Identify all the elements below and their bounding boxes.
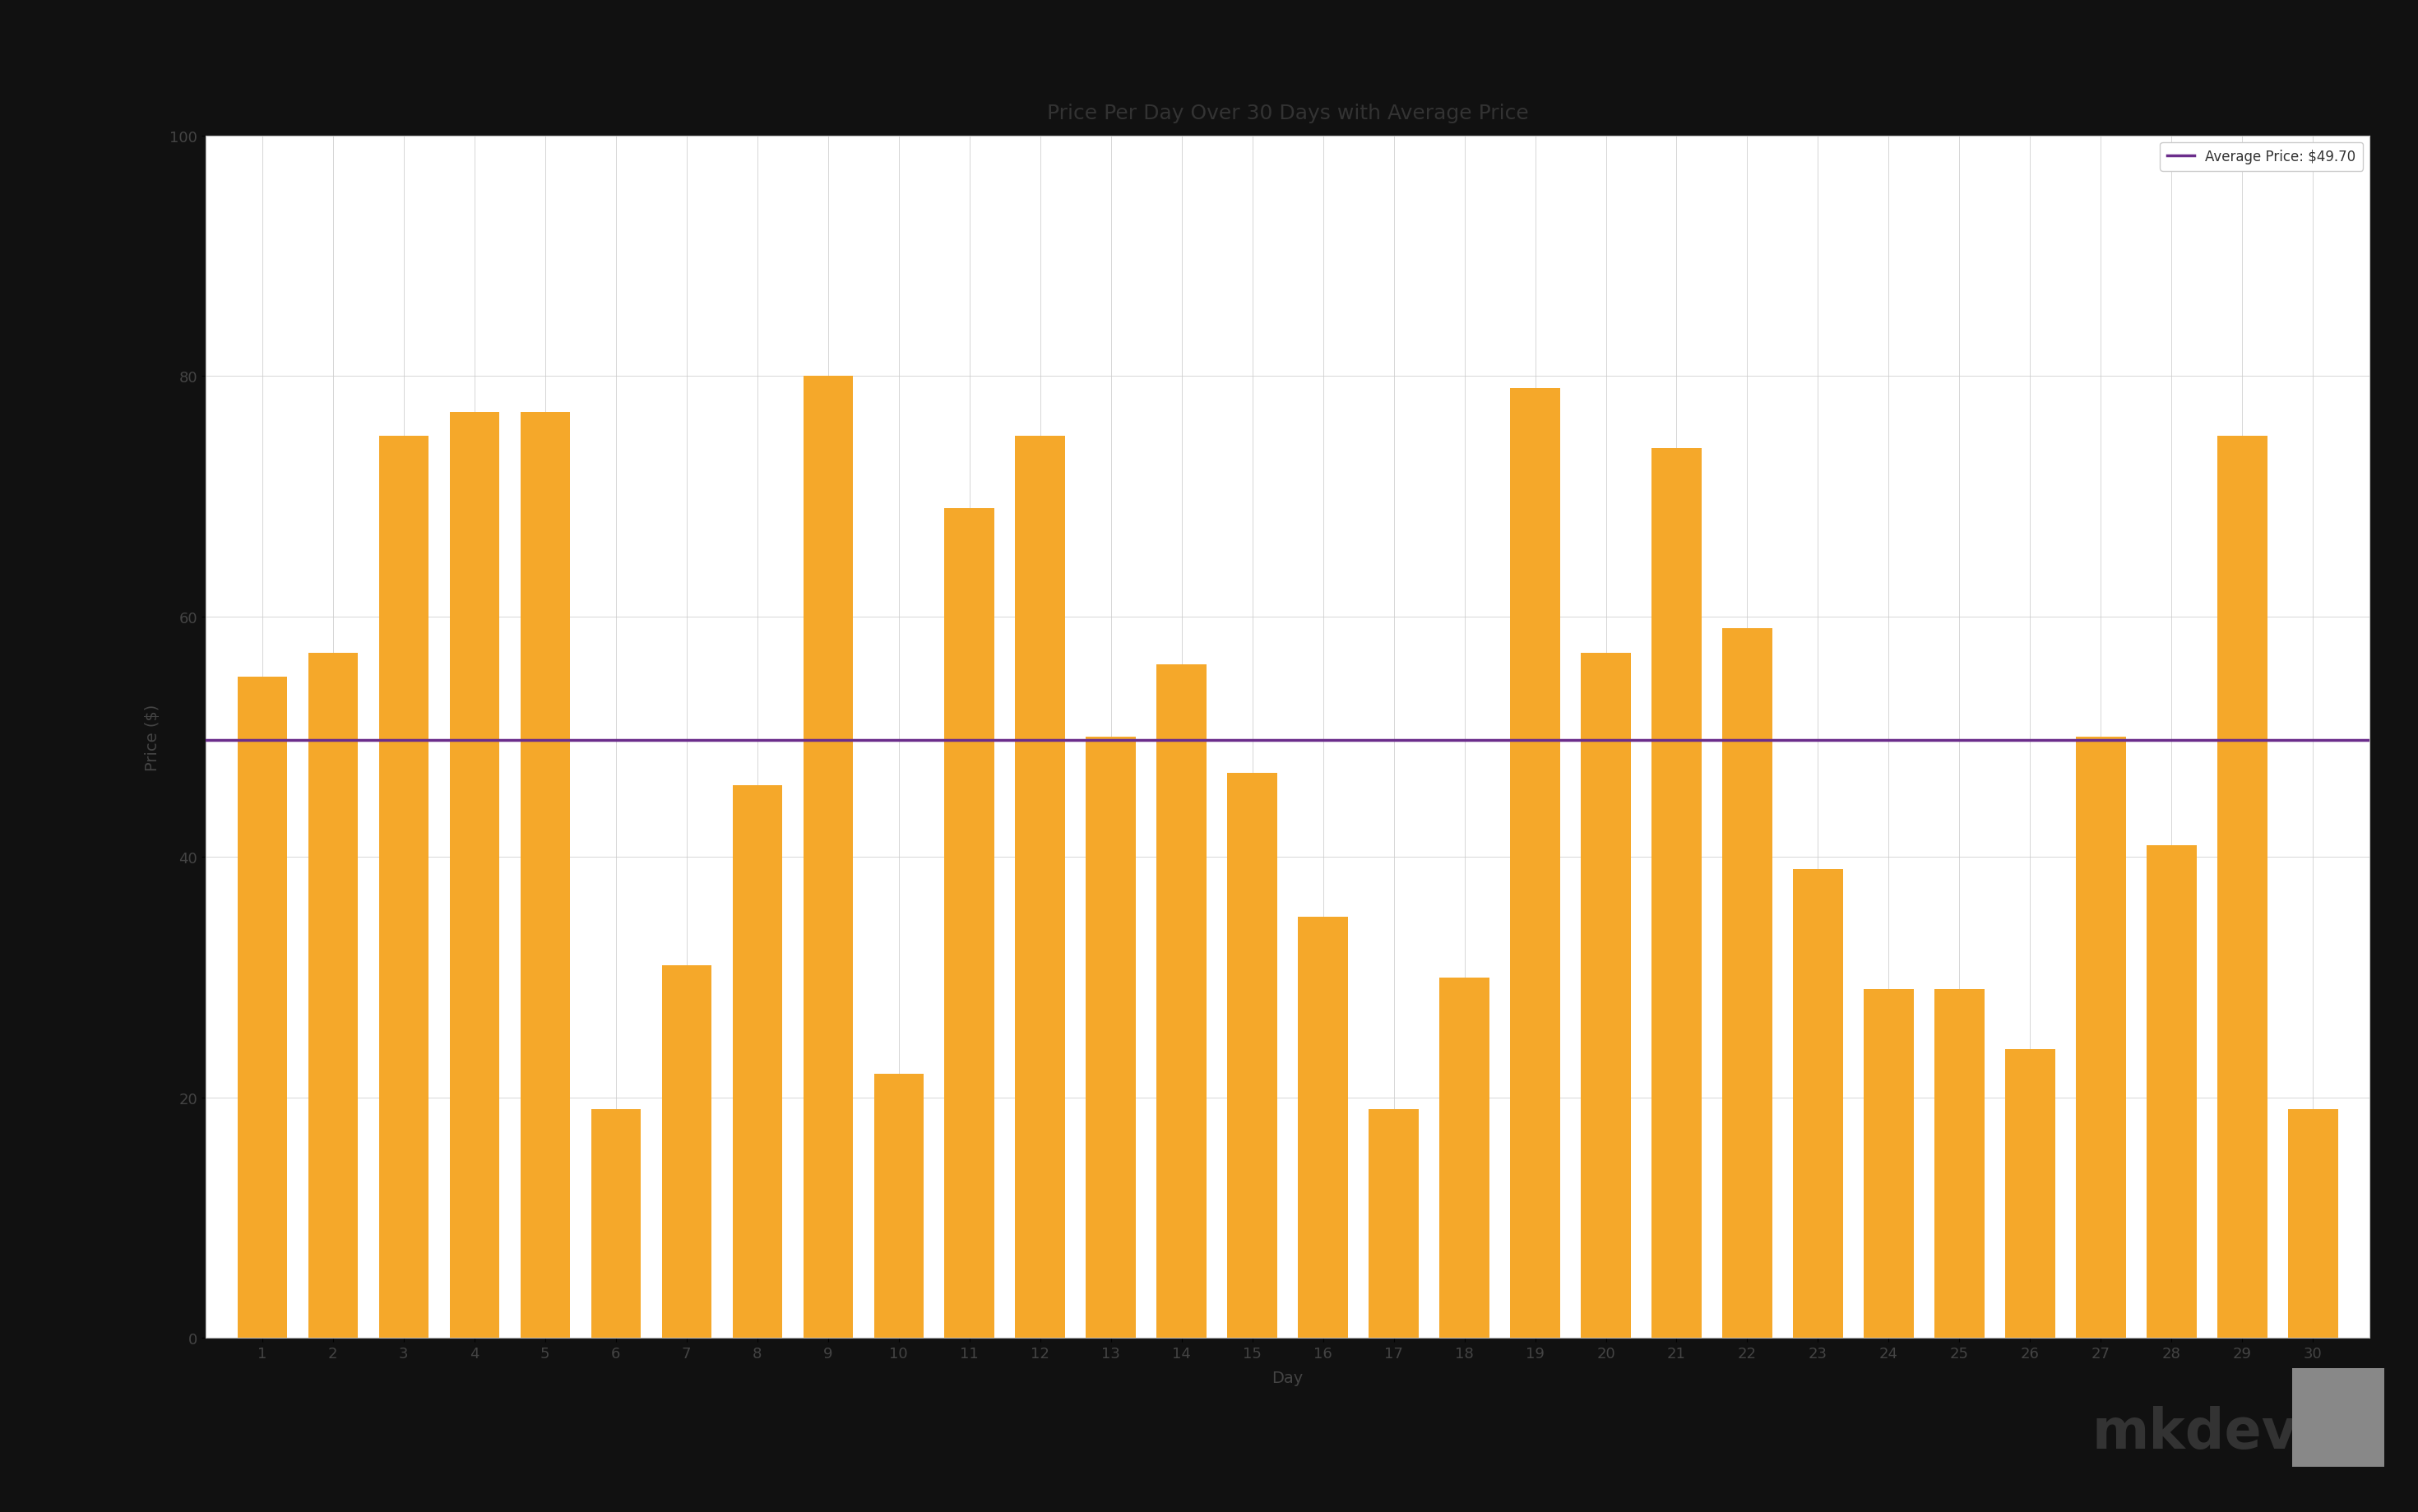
Bar (2217, 437, 2268, 1338)
Bar (450, 413, 498, 1338)
Y-axis label: Price ($): Price ($) (145, 703, 160, 771)
Bar (1228, 773, 1277, 1338)
Bar (1651, 449, 1702, 1338)
Title: Price Per Day Over 30 Days with Average Price: Price Per Day Over 30 Days with Average … (1047, 103, 1528, 122)
Bar (520, 413, 571, 1338)
Bar (1016, 437, 1064, 1338)
Bar (945, 508, 994, 1338)
Bar (380, 437, 428, 1338)
Bar (1086, 736, 1136, 1338)
Bar (2287, 1110, 2338, 1338)
Bar (1439, 977, 1489, 1338)
Bar (1722, 629, 1772, 1338)
Bar (1581, 653, 1630, 1338)
Bar (2147, 845, 2196, 1338)
Bar (1794, 869, 1843, 1338)
Bar (1511, 389, 1560, 1338)
Bar (733, 785, 781, 1338)
Bar (237, 677, 288, 1338)
Bar (1369, 1110, 1419, 1338)
Bar (663, 966, 711, 1338)
Bar (873, 1074, 924, 1338)
Bar (2077, 736, 2125, 1338)
X-axis label: Day: Day (1272, 1370, 1303, 1385)
Bar (307, 653, 358, 1338)
Bar (1934, 989, 1985, 1338)
Bar (590, 1110, 641, 1338)
Bar (1298, 918, 1347, 1338)
Bar (803, 376, 854, 1338)
Legend: Average Price: $49.70: Average Price: $49.70 (2159, 144, 2362, 171)
Text: mkdev: mkdev (2092, 1405, 2297, 1459)
Bar (1864, 989, 1913, 1338)
Bar (1156, 665, 1207, 1338)
Bar (2005, 1049, 2055, 1338)
